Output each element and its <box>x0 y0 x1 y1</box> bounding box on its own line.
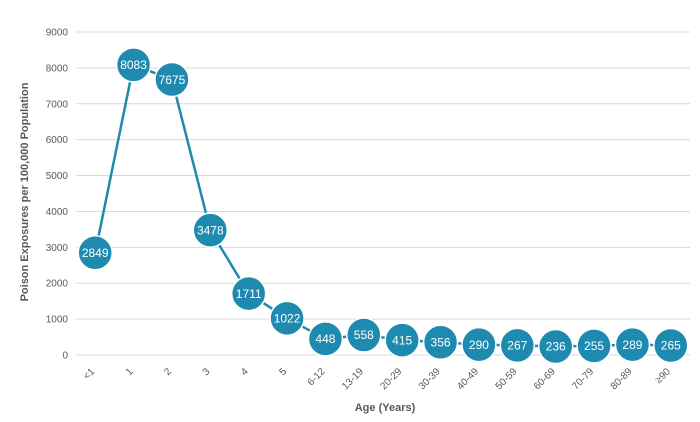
data-marker <box>653 327 689 364</box>
x-tick-label: 3 <box>201 366 213 378</box>
data-point: 415 <box>384 322 420 358</box>
x-tick-label: 1 <box>124 366 136 378</box>
data-marker <box>230 275 267 312</box>
data-marker <box>384 322 420 358</box>
data-label: 2849 <box>82 246 109 260</box>
data-label: 236 <box>546 340 566 354</box>
data-point: 3478 <box>192 212 229 248</box>
data-point: 290 <box>461 326 497 363</box>
x-tick-label: 5 <box>277 366 289 378</box>
x-tick-label: 70-79 <box>570 366 596 392</box>
data-label: 1022 <box>274 312 301 326</box>
data-point: 2849 <box>77 235 113 271</box>
data-label: 448 <box>315 332 335 346</box>
x-tick-label: <1 <box>81 366 97 382</box>
data-point: 356 <box>422 324 459 360</box>
data-label: 7675 <box>159 73 186 87</box>
y-axis-ticks: 0 1000 2000 3000 4000 5000 6000 7000 8000 9000 <box>46 28 69 362</box>
data-marker <box>461 326 497 363</box>
data-marker <box>422 324 459 360</box>
y-axis-title: Poison Exposures per 100,000 Population <box>19 82 31 301</box>
y-tick-label: 5000 <box>46 171 69 182</box>
data-point: 448 <box>307 321 344 357</box>
x-tick-label: 50-59 <box>494 366 520 392</box>
x-tick-label: 40-49 <box>455 366 481 392</box>
series-line-layer <box>93 63 671 348</box>
data-marker <box>192 212 229 248</box>
data-label: 265 <box>661 339 681 353</box>
data-point: 236 <box>537 328 574 365</box>
data-point: 255 <box>576 328 612 364</box>
data-label: 558 <box>354 328 374 342</box>
series-line <box>93 63 671 348</box>
data-marker <box>269 300 305 337</box>
x-tick-label: 30-39 <box>417 366 443 392</box>
data-marker <box>77 235 113 271</box>
data-label: 255 <box>584 339 604 353</box>
data-label: 415 <box>392 333 412 347</box>
x-axis-title: Age (Years) <box>355 402 416 414</box>
y-tick-label: 1000 <box>46 315 69 326</box>
data-label: 267 <box>507 339 527 353</box>
data-label: 8083 <box>120 58 147 72</box>
y-tick-label: 2000 <box>46 279 69 290</box>
y-tick-label: 4000 <box>46 207 69 218</box>
data-point: 267 <box>499 327 536 364</box>
x-tick-label: 2 <box>162 366 174 378</box>
y-tick-label: 0 <box>62 351 68 362</box>
data-marker <box>576 328 612 364</box>
x-tick-label: 13-19 <box>340 366 366 392</box>
y-tick-label: 3000 <box>46 243 69 254</box>
data-point: 8083 <box>115 47 152 83</box>
x-tick-label: 6-12 <box>306 366 328 388</box>
data-label: 1711 <box>236 287 262 301</box>
data-marker <box>537 328 574 365</box>
y-tick-label: 6000 <box>46 135 69 146</box>
data-marker <box>499 327 536 364</box>
data-marker <box>154 61 190 98</box>
y-tick-label: 8000 <box>46 63 69 74</box>
data-label: 289 <box>622 338 642 352</box>
data-point: 1711 <box>230 275 267 312</box>
x-tick-label: 80-89 <box>609 366 635 392</box>
data-marker <box>614 326 651 363</box>
data-label: 290 <box>469 338 489 352</box>
data-point: 1022 <box>269 300 305 337</box>
x-tick-label: 60-69 <box>532 366 558 392</box>
x-tick-label: 20-29 <box>378 366 404 392</box>
data-marker <box>346 317 382 353</box>
gridlines <box>76 31 690 356</box>
y-tick-label: 9000 <box>46 28 69 39</box>
data-point: 558 <box>346 317 382 353</box>
data-point: 289 <box>614 326 651 363</box>
x-tick-label: ≥90 <box>653 366 673 386</box>
x-axis-ticks: <1 1 2 3 4 5 6-12 13-19 20-29 30-39 40-49 50-59 60-6… <box>81 366 673 392</box>
data-point: 7675 <box>154 61 190 98</box>
data-point: 265 <box>653 327 689 364</box>
x-tick-label: 4 <box>239 366 251 378</box>
data-label: 356 <box>431 335 451 349</box>
data-marker <box>307 321 344 357</box>
data-marker <box>115 47 152 83</box>
data-points: 2849 8083 7675 3478 1711 1022 448 558 415 356 290 2… <box>77 47 689 365</box>
data-label: 3478 <box>197 223 224 237</box>
y-tick-label: 7000 <box>46 99 69 110</box>
